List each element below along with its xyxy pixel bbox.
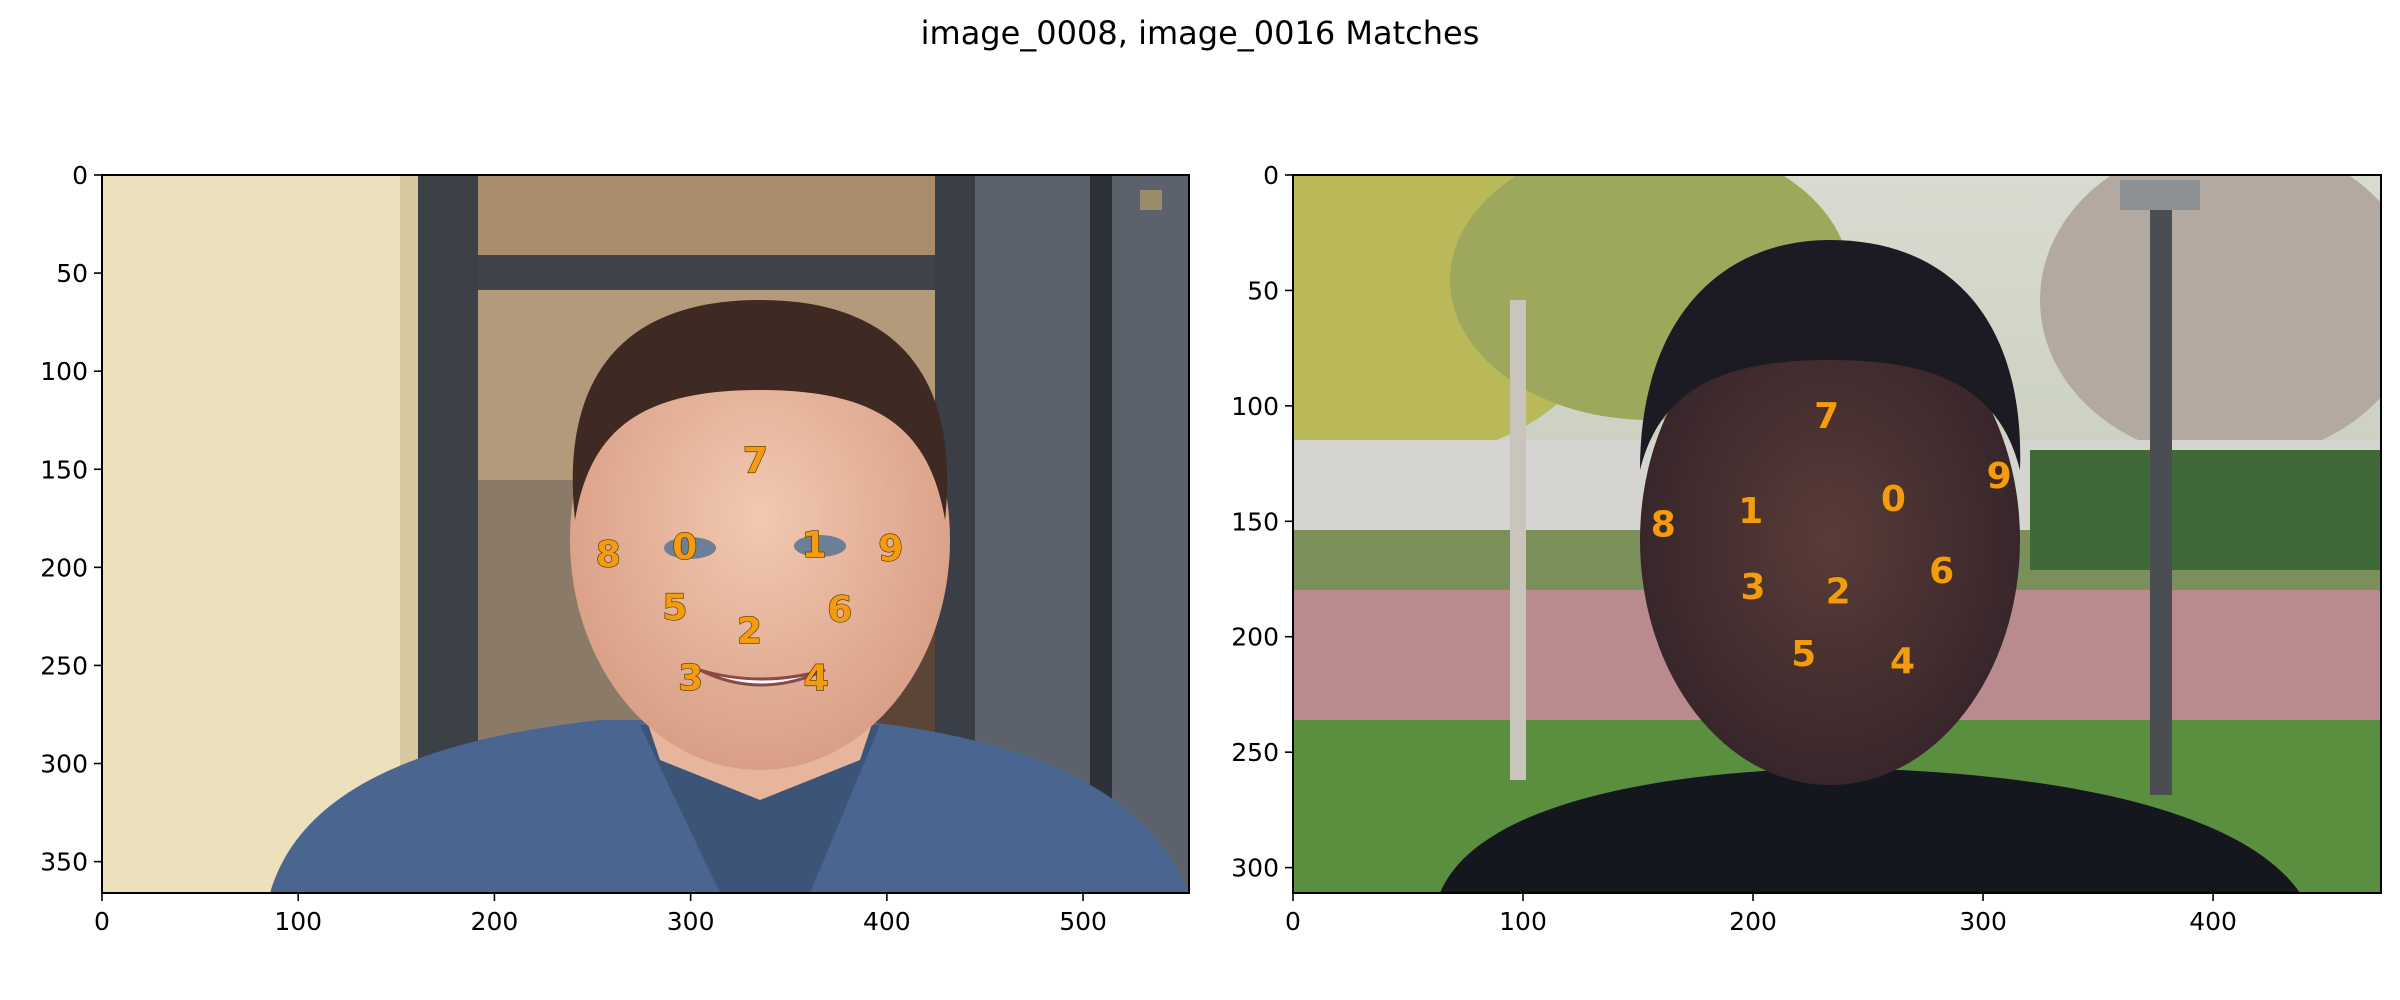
right-y-tick-label: 150 [1231,507,1279,536]
right-keypoint-8: 8 [1651,505,1676,546]
left-y-tick-label: 100 [40,357,88,386]
right-keypoint-1: 1 [1738,491,1763,532]
left-axes-frame [101,174,1190,894]
left-keypoint-labels: 0 123 45 678 9 [595,440,904,700]
left-x-tick-label: 100 [274,907,322,936]
right-keypoint-6: 6 [1929,551,1954,592]
left-y-tick-label: 50 [56,259,88,288]
right-x-tick-label: 100 [1499,907,1547,936]
left-keypoint-8: 8 [596,535,621,576]
left-x-tick-label: 400 [863,907,911,936]
right-keypoint-4: 4 [1890,641,1915,682]
right-keypoint-3: 3 [1741,567,1766,608]
left-keypoint-3: 3 [678,658,703,699]
right-y-tick-label: 250 [1231,738,1279,767]
right-keypoint-5: 5 [1791,634,1816,675]
left-y-tick-label: 300 [40,750,88,779]
left-keypoint-9: 9 [878,529,903,570]
right-x-tick-label: 0 [1285,907,1301,936]
right-x-tick-label: 300 [1959,907,2007,936]
right-x-tick-label: 200 [1729,907,1777,936]
left-x-tick-label: 500 [1059,907,1107,936]
left-keypoint-7: 7 [743,440,768,481]
left-y-tick-label: 250 [40,651,88,680]
left-x-tick-label: 300 [667,907,715,936]
left-y-tick-label: 200 [40,553,88,582]
right-keypoint-9: 9 [1987,456,2012,497]
left-keypoint-2: 2 [737,611,762,652]
right-x-tick-label: 400 [2189,907,2237,936]
left-keypoint-5: 5 [662,588,687,629]
left-y-tick-label: 350 [40,848,88,877]
right-y-tick-label: 200 [1231,623,1279,652]
left-x-tick-label: 0 [94,907,110,936]
left-x-tick-label: 200 [471,907,519,936]
left-y-tick-label: 150 [40,455,88,484]
left-keypoint-0: 0 [672,527,697,568]
left-keypoint-6: 6 [827,590,852,631]
right-y-tick-label: 300 [1231,854,1279,883]
left-y-tick-label: 0 [72,161,88,190]
right-keypoint-2: 2 [1826,572,1851,613]
left-keypoint-1: 1 [802,525,827,566]
left-keypoint-4: 4 [804,658,829,699]
right-y-tick-label: 100 [1231,392,1279,421]
right-keypoint-labels: 0 1 2 3 4 5 6 7 8 9 [1650,396,2012,683]
right-keypoint-7: 7 [1814,396,1839,437]
figure-title: image_0008, image_0016 Matches [921,14,1480,52]
right-photo [1293,175,2381,893]
right-keypoint-0: 0 [1881,479,1906,520]
right-y-tick-label: 0 [1263,161,1279,190]
left-photo [102,175,1189,893]
right-axes-frame [1292,174,2382,894]
right-y-tick-label: 50 [1247,276,1279,305]
